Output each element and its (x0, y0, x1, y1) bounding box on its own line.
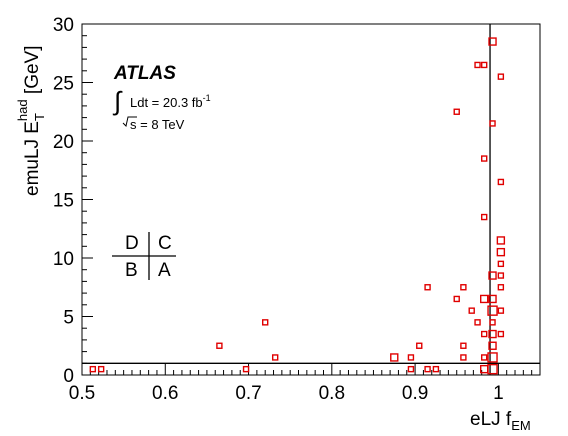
data-points (89, 37, 506, 375)
y-axis-label: emuLJ EThad [GeV] (15, 46, 47, 197)
data-point (216, 342, 223, 349)
data-point (460, 284, 467, 291)
x-tick-label: 1 (493, 383, 504, 404)
data-point (468, 307, 475, 314)
y-tick-label: 30 (53, 15, 74, 36)
y-tick-label: 10 (53, 249, 74, 270)
region-label-a: A (158, 260, 171, 281)
data-point (496, 247, 506, 257)
data-point (497, 307, 505, 314)
sqrt-symbol (122, 116, 137, 127)
experiment-label: ATLAS (113, 63, 176, 84)
data-point (432, 365, 440, 373)
data-point (460, 354, 467, 361)
data-point (474, 319, 481, 326)
data-point (481, 155, 488, 162)
luminosity-label: Ldt = 20.3 fb-1 (130, 93, 211, 110)
data-point (407, 354, 415, 361)
data-point (424, 284, 431, 291)
x-axis-label: eLJ fEM (470, 409, 531, 433)
data-point (481, 354, 488, 361)
data-point (489, 319, 496, 326)
data-point (416, 342, 423, 349)
data-point (424, 365, 431, 373)
data-point (474, 61, 481, 69)
data-point (487, 305, 498, 316)
y-tick-label: 25 (53, 74, 74, 95)
data-point (390, 353, 399, 362)
x-tick-label: 0.7 (235, 383, 261, 404)
x-tick-label: 0.8 (319, 383, 345, 404)
y-tick-label: 20 (53, 132, 74, 153)
data-point (97, 365, 105, 373)
region-label-c: C (158, 233, 172, 254)
data-point (497, 260, 505, 268)
data-point (407, 365, 415, 373)
data-point (487, 352, 498, 363)
data-point (271, 354, 279, 361)
data-point (453, 295, 460, 303)
data-point (460, 342, 467, 349)
axis-ticks (81, 23, 541, 376)
x-tick-label: 0.6 (152, 383, 178, 404)
data-point (481, 330, 488, 338)
data-point (488, 329, 497, 339)
data-point (488, 271, 497, 280)
data-point (242, 365, 250, 373)
y-tick-label: 5 (63, 308, 74, 329)
data-point (488, 294, 497, 304)
data-point (497, 73, 505, 80)
y-tick-label: 15 (53, 191, 74, 212)
data-point (497, 330, 505, 338)
data-point (487, 363, 498, 375)
region-label-b: B (125, 260, 138, 281)
data-point (497, 178, 505, 186)
data-point (497, 284, 505, 291)
data-point (488, 341, 497, 350)
data-point (481, 213, 488, 221)
data-point (489, 120, 496, 127)
data-point (497, 272, 505, 279)
data-point (453, 108, 460, 115)
y-tick-label: 0 (63, 366, 74, 387)
integral-symbol: ∫ (112, 86, 123, 116)
data-point (480, 294, 489, 304)
x-tick-label: 0.9 (402, 383, 428, 404)
data-point (481, 61, 488, 69)
data-point (262, 319, 269, 326)
data-point (488, 37, 497, 46)
data-point (89, 365, 97, 373)
energy-label: s = 8 TeV (130, 117, 185, 132)
data-point (496, 236, 506, 245)
region-label-d: D (125, 233, 139, 254)
x-tick-label: 0.5 (69, 383, 95, 404)
